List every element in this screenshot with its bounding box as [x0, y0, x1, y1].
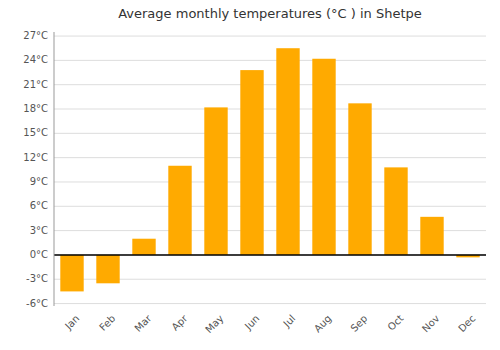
grid-line — [54, 181, 486, 182]
y-tick-label: 24°C — [23, 54, 48, 65]
y-tick-label: 15°C — [23, 127, 48, 138]
x-tick-label: Dec — [456, 313, 477, 334]
zero-line — [54, 254, 486, 256]
bar — [60, 255, 83, 291]
title: Average monthly temperatures (°C ) in Sh… — [118, 6, 422, 21]
bar — [384, 167, 407, 255]
x-tick-label: Aug — [312, 313, 334, 335]
x-tick-label: Feb — [97, 313, 117, 333]
x-tick-label: Nov — [420, 313, 442, 335]
y-tick-label: 9°C — [30, 176, 48, 187]
y-tick-label: 0°C — [30, 249, 48, 260]
y-tick-label: 18°C — [23, 103, 48, 114]
y-axis-labels: -6°C -3°C 0°C 3°C 6°C 9°C 12°C 15°C 18°C 21°C 24°C… — [23, 30, 48, 309]
x-axis-labels: Jan Feb Mar Apr May Jun Jul Aug Sep Oct Nov Dec — [62, 312, 477, 335]
bar — [348, 103, 371, 255]
y-tick-label: 21°C — [23, 79, 48, 90]
bar — [276, 48, 299, 255]
bar — [312, 59, 335, 255]
grid-line — [54, 84, 486, 85]
y-tick-label: 6°C — [30, 200, 48, 211]
x-tick-label: May — [203, 313, 225, 335]
y-axis-line — [54, 32, 55, 306]
x-tick-label: Jun — [242, 313, 262, 333]
y-tick-label: -3°C — [26, 273, 48, 284]
bar — [240, 70, 263, 255]
x-tick-label: Jan — [62, 313, 81, 332]
bar — [96, 255, 119, 283]
x-tick-label: Apr — [169, 312, 190, 333]
bar — [168, 166, 191, 255]
grid-line — [54, 206, 486, 207]
y-tick-label: 12°C — [23, 152, 48, 163]
grid-line — [54, 60, 486, 61]
x-tick-label: Sep — [348, 313, 369, 334]
y-tick-label: -6°C — [26, 298, 48, 309]
bar — [420, 217, 443, 255]
bar — [132, 239, 155, 255]
x-tick-label: Mar — [132, 312, 154, 334]
grid-line — [54, 157, 486, 158]
grid-line — [54, 303, 486, 304]
x-tick-label: Jul — [280, 313, 297, 330]
bar — [204, 107, 227, 255]
y-tick-label: 27°C — [23, 30, 48, 41]
x-tick-label: Oct — [385, 313, 405, 333]
grid-line — [54, 254, 486, 255]
chart: -6°C -3°C 0°C 3°C 6°C 9°C 12°C 15°C 18°C 21°C 24°C… — [0, 0, 500, 350]
y-tick-label: 3°C — [30, 225, 48, 236]
chart-container: -6°C -3°C 0°C 3°C 6°C 9°C 12°C 15°C 18°C 21°C 24°C… — [0, 0, 500, 350]
grid-line — [54, 133, 486, 134]
grid-line — [54, 109, 486, 110]
grid-line — [54, 36, 486, 37]
grid — [54, 36, 486, 304]
